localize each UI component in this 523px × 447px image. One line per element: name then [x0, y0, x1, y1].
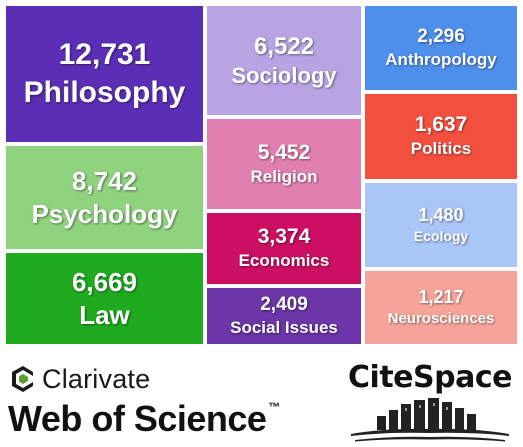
- tile-value: 8,742: [71, 166, 138, 197]
- treemap-chart: 12,731 Philosophy 8,742 Psychology 6,669 Law 6…: [6, 6, 517, 344]
- trademark-mark: ™: [268, 400, 280, 414]
- tile-value: 12,731: [58, 38, 151, 72]
- tile-label: Law: [79, 299, 130, 330]
- tile-label: Neurosciences: [387, 309, 495, 327]
- treemap-tile-philosophy: 12,731 Philosophy: [6, 6, 203, 142]
- citespace-skyline-icon: [351, 398, 509, 442]
- web-of-science-wordmark: Web of Science ™: [8, 398, 280, 440]
- tile-label: Anthropology: [385, 49, 497, 69]
- tile-value: 1,217: [418, 287, 464, 308]
- tile-value: 6,522: [253, 32, 315, 60]
- treemap-tile-law: 6,669 Law: [6, 253, 203, 344]
- treemap-tile-religion: 5,452 Religion: [207, 119, 361, 209]
- citespace-wordmark: CiteSpace: [348, 360, 512, 395]
- treemap-tile-psychology: 8,742 Psychology: [6, 146, 203, 249]
- treemap-tile-ecology: 1,480 Ecology: [365, 183, 517, 267]
- clarivate-mark-icon: [12, 366, 33, 392]
- tile-label: Sociology: [231, 62, 337, 88]
- tile-value: 1,480: [418, 205, 464, 226]
- tile-label: Religion: [250, 166, 318, 186]
- web-of-science-text: Web of Science: [8, 398, 267, 439]
- tile-label: Economics: [238, 251, 330, 271]
- clarivate-wordmark: Clarivate: [42, 363, 151, 394]
- treemap-tile-economics: 3,374 Economics: [207, 213, 361, 284]
- treemap-tile-politics: 1,637 Politics: [365, 94, 517, 179]
- tile-value: 3,374: [257, 225, 311, 249]
- tile-value: 1,637: [414, 113, 468, 137]
- tile-label: Politics: [410, 139, 472, 159]
- tile-label: Philosophy: [23, 75, 186, 109]
- tile-label: Psychology: [31, 198, 178, 229]
- citespace-logo: CiteSpace: [345, 360, 515, 446]
- tile-label: Social Issues: [230, 317, 338, 337]
- treemap-tile-anthropology: 2,296 Anthropology: [365, 6, 517, 90]
- tile-value: 2,409: [260, 294, 308, 316]
- footer-logos: Clarivate Web of Science ™ CiteSpace: [0, 354, 523, 447]
- treemap-tile-neurosciences: 1,217 Neurosciences: [365, 271, 517, 344]
- tile-value: 5,452: [257, 140, 311, 164]
- tile-value: 6,669: [71, 267, 138, 298]
- clarivate-logo: Clarivate: [10, 362, 150, 396]
- treemap-tile-social-issues: 2,409 Social Issues: [207, 288, 361, 344]
- tile-label: Ecology: [413, 227, 469, 244]
- treemap-tile-sociology: 6,522 Sociology: [207, 6, 361, 115]
- tile-value: 2,296: [417, 26, 465, 48]
